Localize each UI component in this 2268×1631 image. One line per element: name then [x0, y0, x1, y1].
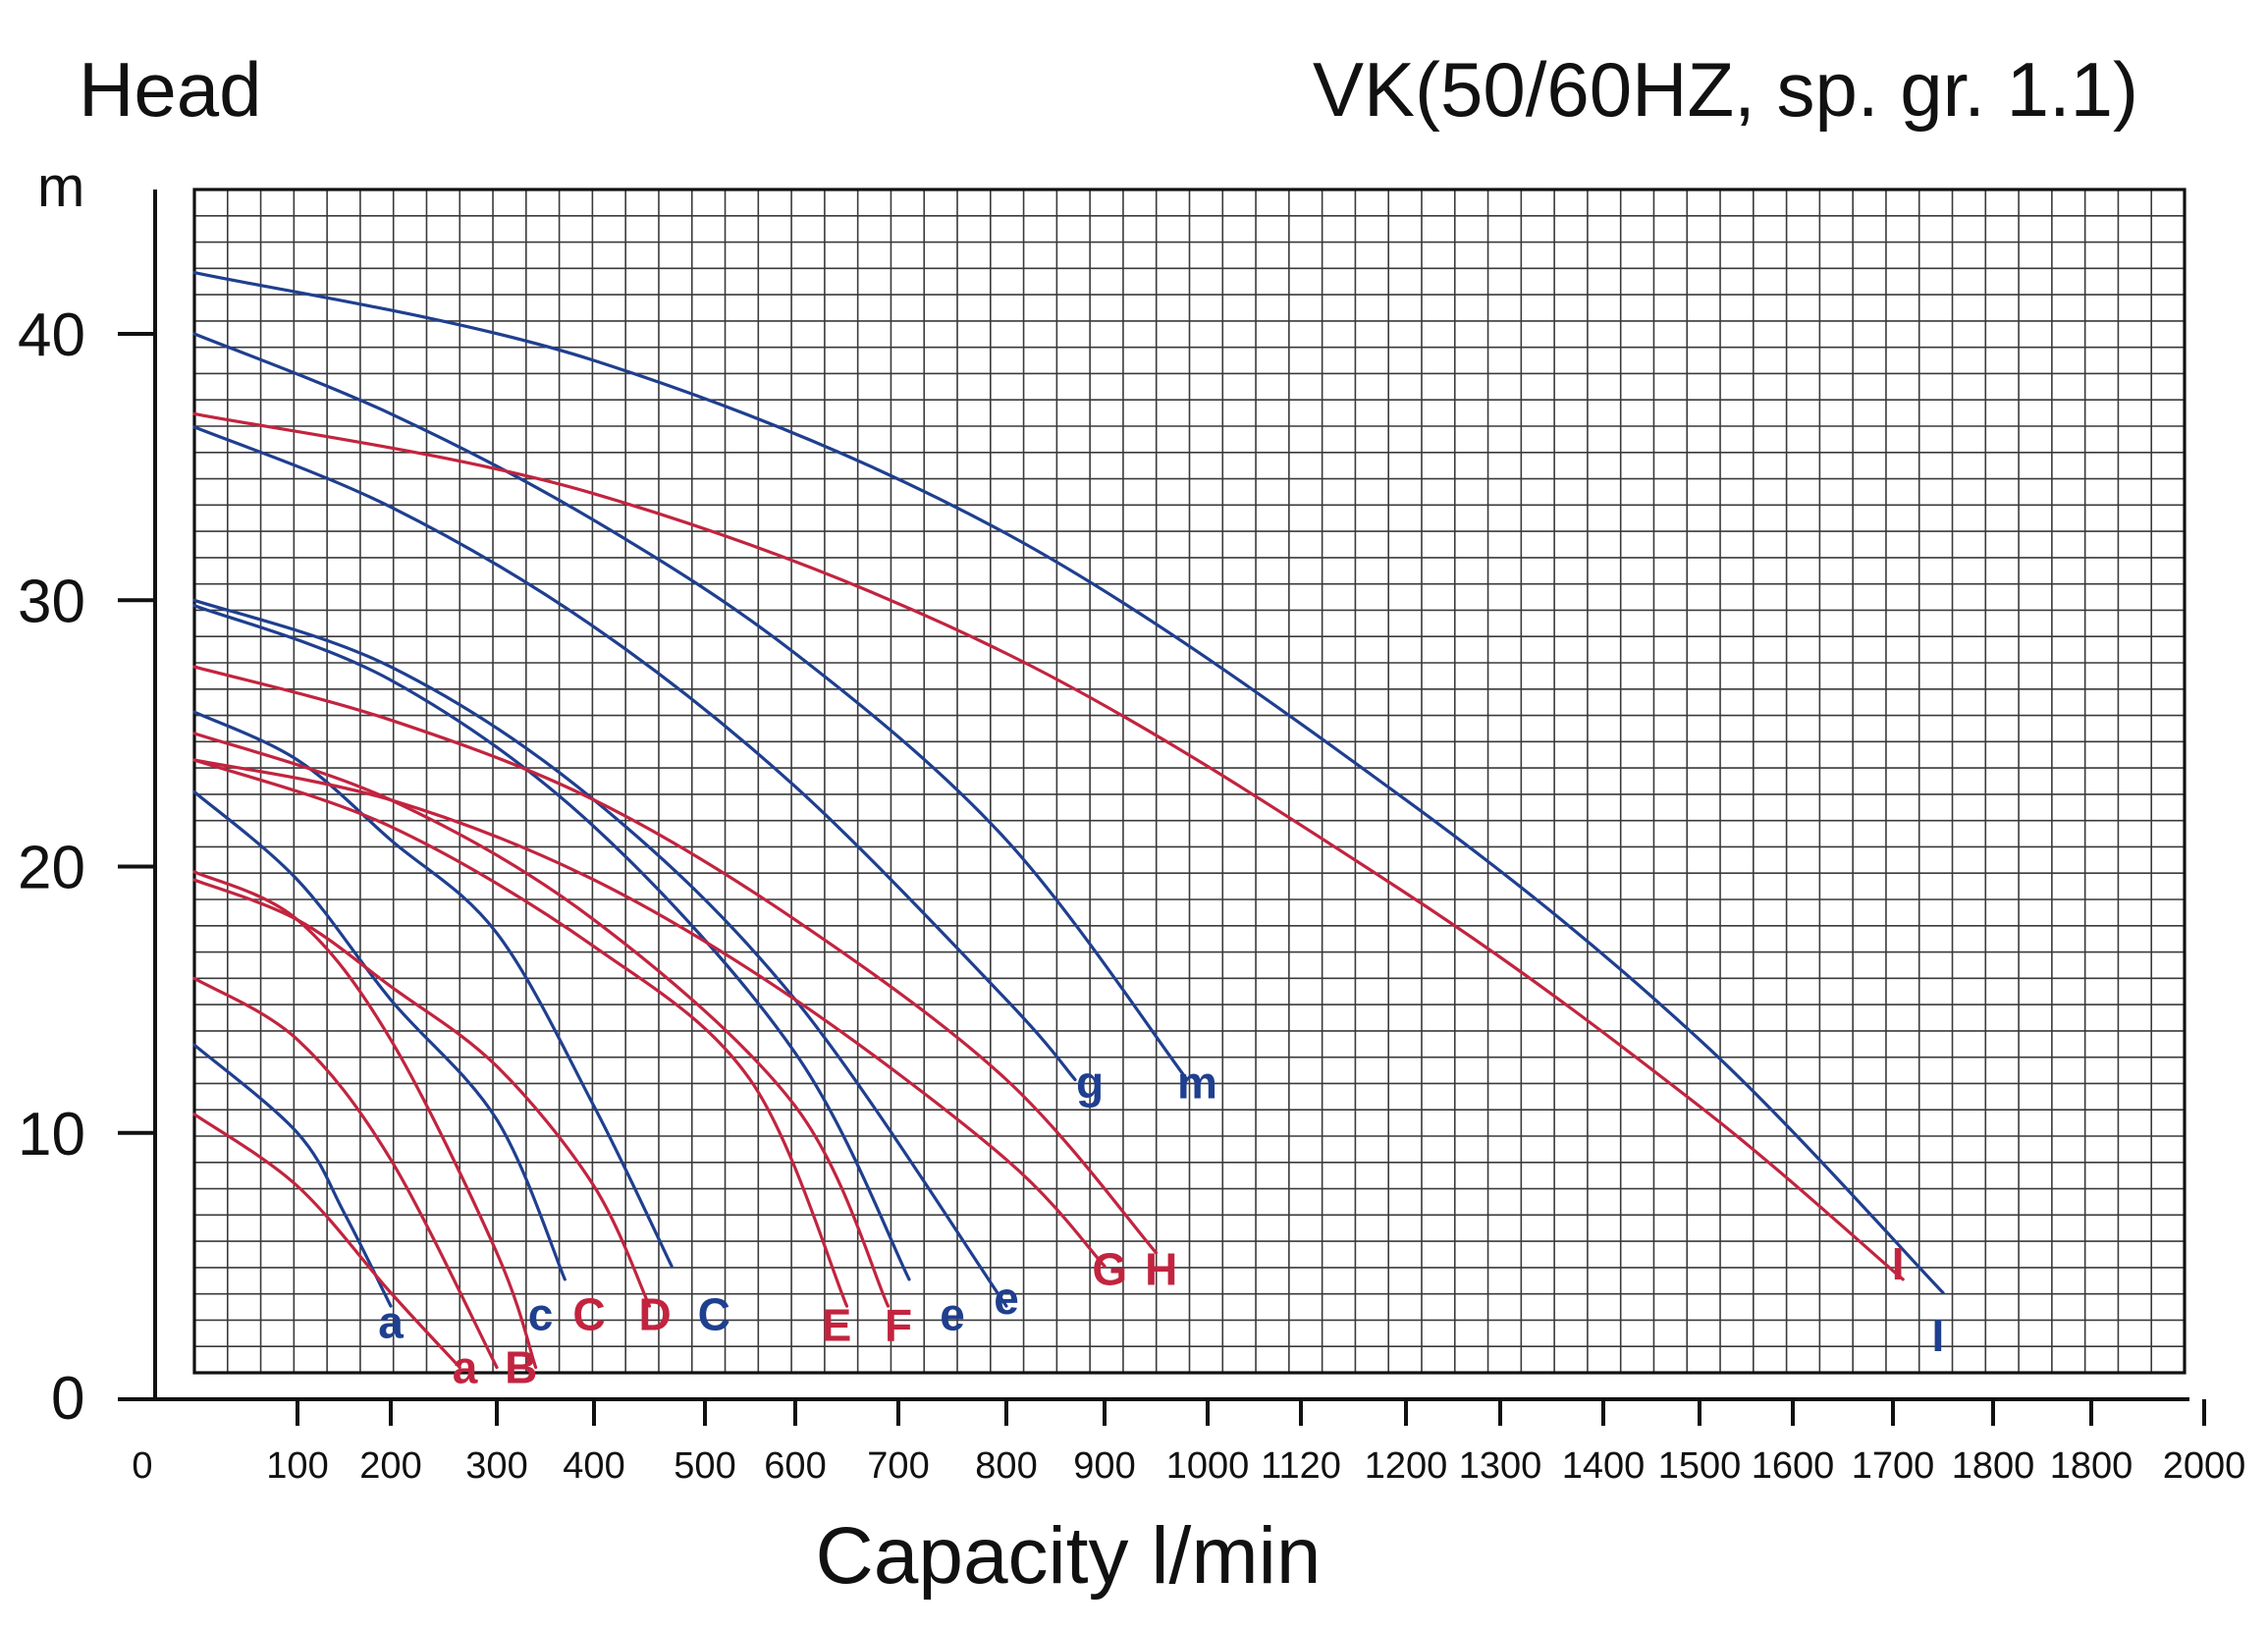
curve-label: C — [698, 1288, 730, 1339]
curve-label: F — [885, 1299, 912, 1350]
series-curve-e — [192, 604, 911, 1281]
x-tick-label: 1800 — [2050, 1445, 2133, 1487]
series-curve-H — [192, 665, 1159, 1255]
x-tick-label: 700 — [867, 1445, 929, 1487]
y-tick-label: 0 — [51, 1365, 84, 1433]
curve-label: e — [994, 1273, 1019, 1324]
curve-label: g — [1076, 1057, 1104, 1108]
x-tick-label: 600 — [764, 1445, 826, 1487]
chart-grid — [192, 188, 2187, 1375]
x-tick-label: 1200 — [1365, 1445, 1448, 1487]
curve-label: G — [1092, 1243, 1127, 1294]
chart-title: VK(50/60HZ, sp. gr. 1.1) — [1313, 46, 2138, 133]
x-tick-label: 1400 — [1562, 1445, 1646, 1487]
curve-label: E — [822, 1299, 852, 1350]
series-curve-B — [192, 870, 538, 1370]
x-tick-label: 1000 — [1166, 1445, 1250, 1487]
curve-label: B — [505, 1342, 537, 1393]
x-tick-label: 1500 — [1658, 1445, 1742, 1487]
curve-label: D — [639, 1288, 672, 1339]
series-curve-C — [192, 710, 674, 1268]
x-tick-label: 1800 — [1952, 1445, 2035, 1487]
plot-frame — [192, 188, 2187, 1375]
chart-series — [192, 271, 1945, 1370]
x-tick-label: 400 — [563, 1445, 624, 1487]
x-tick-label: 300 — [465, 1445, 527, 1487]
curve-label: a — [378, 1297, 404, 1348]
x-tick-label: 100 — [266, 1445, 328, 1487]
x-tick-label: 200 — [359, 1445, 421, 1487]
series-curve-a — [192, 976, 499, 1370]
series-curve-F — [192, 732, 891, 1308]
series-curve-A — [192, 1113, 461, 1370]
series-curve-I — [192, 411, 1905, 1281]
curve-label: c — [528, 1288, 554, 1339]
curve-label: a — [453, 1342, 478, 1393]
series-curve-c — [192, 789, 567, 1281]
x-tick-label: 800 — [975, 1445, 1037, 1487]
curve-label: C — [572, 1288, 605, 1339]
x-tick-label: 2000 — [2163, 1445, 2246, 1487]
series-curve-D — [192, 878, 652, 1308]
curve-label: m — [1177, 1057, 1217, 1108]
series-curve-E — [192, 758, 849, 1308]
series-curve-g — [192, 425, 1077, 1082]
y-tick-labels: 0 10 20 30 40 — [18, 301, 85, 1433]
y-axis-title: Head — [79, 46, 261, 133]
y-tick-label: 10 — [18, 1101, 85, 1169]
y-tick-label: 20 — [18, 835, 85, 902]
curve-label: e — [940, 1288, 965, 1339]
series-curve-G — [192, 758, 1107, 1268]
x-axis-title: Capacity l/min — [816, 1511, 1322, 1601]
series-curve-m — [192, 332, 1189, 1082]
x-tick-label: 1120 — [1261, 1445, 1341, 1487]
x-tick-label: 1300 — [1459, 1445, 1542, 1487]
series-curve-a — [192, 1043, 393, 1308]
x-tick-label: 1600 — [1752, 1445, 1835, 1487]
x-tick-label: 900 — [1073, 1445, 1135, 1487]
x-tick-label: 500 — [674, 1445, 735, 1487]
series-curve-I — [192, 271, 1945, 1295]
y-tick-label: 30 — [18, 568, 85, 635]
y-axis-unit: m — [37, 155, 84, 219]
curve-label: I — [1892, 1238, 1905, 1289]
curve-label: I — [1932, 1310, 1945, 1361]
x-tick-label: 0 — [132, 1445, 152, 1487]
y-tick-label: 40 — [18, 301, 85, 369]
x-tick-labels: 0 100 200 300 400 500 600 700 800 900 1000 1120 1200… — [132, 1445, 2245, 1487]
chart-axes — [118, 190, 2206, 1426]
curve-label: H — [1145, 1243, 1177, 1294]
series-curve-e — [192, 598, 1008, 1308]
x-tick-label: 1700 — [1852, 1445, 1935, 1487]
